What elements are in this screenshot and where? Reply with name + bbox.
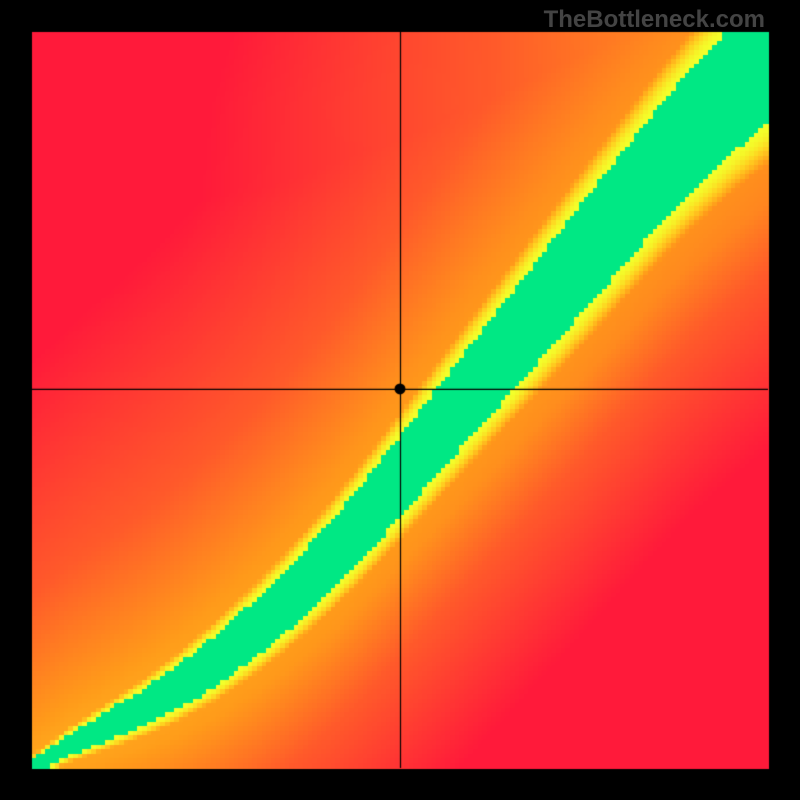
bottleneck-heatmap	[0, 0, 800, 800]
watermark-text: TheBottleneck.com	[544, 6, 765, 34]
chart-container: TheBottleneck.com	[0, 0, 800, 800]
